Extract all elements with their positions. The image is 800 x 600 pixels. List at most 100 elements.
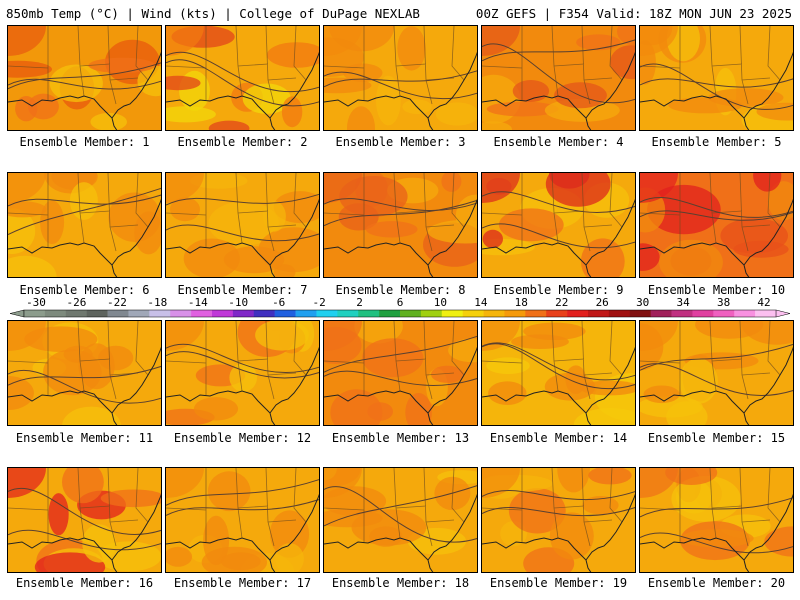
colorbar-tick-label: 34: [676, 296, 690, 309]
warm-area: [668, 97, 743, 114]
colorbar-swatch: [253, 310, 275, 317]
isotherm-contour: [8, 529, 161, 551]
warm-area: [266, 42, 319, 68]
warm-area: [431, 365, 464, 383]
colorbar-swatch: [525, 310, 547, 317]
warm-area: [733, 240, 789, 258]
warm-area: [640, 173, 678, 203]
isotherm-contour: [482, 223, 635, 249]
isotherm-contour: [324, 486, 477, 543]
warm-area: [362, 338, 424, 378]
ensemble-member-label: Ensemble Member: 8: [335, 283, 466, 297]
ensemble-panel: [323, 320, 478, 426]
ensemble-member-label: Ensemble Member: 4: [493, 135, 624, 149]
state-boundaries: [640, 173, 781, 252]
warm-area: [8, 173, 46, 203]
coastline: [8, 493, 161, 572]
coastline: [640, 493, 793, 572]
temperature-field-map: [8, 26, 161, 130]
isotherm-contour: [640, 497, 793, 518]
isotherm-contour: [640, 210, 793, 221]
warm-area: [549, 512, 594, 560]
isotherm-contour: [324, 335, 477, 373]
warm-area: [223, 246, 285, 274]
isotherm-contour: [8, 187, 161, 236]
cool-area: [679, 358, 718, 404]
cool-area: [62, 406, 121, 425]
warm-area: [8, 376, 34, 410]
colorbar-swatch: [149, 310, 171, 317]
isotherm-contour: [166, 498, 319, 516]
cool-area: [166, 106, 216, 123]
isotherm-contour: [640, 532, 793, 554]
warm-area: [100, 489, 161, 508]
colorbar-swatch: [191, 310, 213, 317]
map-title: 850mb Temp (°C) | Wind (kts) | College o…: [6, 6, 420, 21]
coastline: [8, 346, 161, 425]
warm-area: [643, 385, 680, 404]
colorbar-swatch: [358, 310, 380, 317]
warm-area: [544, 372, 596, 401]
warm-area: [8, 468, 46, 498]
warm-area: [640, 321, 678, 351]
colorbar-tick-label: -14: [188, 296, 208, 309]
isotherm-contour: [324, 70, 477, 88]
colorbar-tick-label: 2: [356, 296, 363, 309]
colorbar-swatch: [400, 310, 422, 317]
state-boundaries: [640, 321, 781, 400]
colorbar-swatch: [170, 310, 192, 317]
coastline: [482, 346, 635, 425]
warm-area: [640, 243, 660, 271]
coastline: [640, 346, 793, 425]
warm-area: [557, 468, 590, 493]
temperature-field-map: [640, 468, 793, 572]
warm-area: [166, 26, 204, 56]
cool-area: [82, 524, 116, 563]
temperature-field-map: [8, 468, 161, 572]
warm-area: [166, 173, 204, 203]
ensemble-panel: [639, 172, 794, 278]
warm-area: [166, 546, 193, 567]
coastline: [640, 51, 793, 130]
temperature-field-map: [166, 321, 319, 425]
warm-area: [324, 468, 362, 498]
warm-area: [617, 26, 635, 46]
coastline: [8, 51, 161, 130]
temperature-field-map: [482, 468, 635, 572]
warm-area: [166, 75, 201, 91]
cool-area: [262, 201, 286, 232]
ensemble-member-label: Ensemble Member: 1: [19, 135, 150, 149]
colorbar-swatch: [734, 310, 756, 317]
cool-area: [435, 102, 477, 126]
colorbar-min-arrow: [9, 309, 25, 318]
isotherm-contour: [324, 198, 477, 211]
cool-area: [482, 121, 512, 130]
colorbar-swatch: [274, 310, 296, 317]
coastline: [324, 346, 477, 425]
isotherm-contour: [166, 193, 319, 206]
temperature-field-map: [324, 321, 477, 425]
colorbar-swatch: [692, 310, 714, 317]
colorbar-tick-label: -6: [272, 296, 285, 309]
colorbar-swatch: [337, 310, 359, 317]
colorbar-swatch: [504, 310, 526, 317]
colorbar-outline: [23, 309, 777, 318]
state-boundaries: [640, 468, 781, 547]
ensemble-panel: [323, 467, 478, 573]
state-boundaries: [640, 26, 781, 105]
cool-area: [486, 357, 530, 374]
isotherm-contour: [482, 43, 635, 104]
state-boundaries: [166, 321, 307, 400]
warm-area: [523, 322, 586, 340]
ensemble-panel: [639, 467, 794, 573]
ensemble-member-label: Ensemble Member: 3: [335, 135, 466, 149]
colorbar-swatch: [44, 310, 67, 317]
coastline: [324, 198, 477, 277]
ensemble-member-label: Ensemble Member: 14: [489, 431, 628, 445]
cool-area: [90, 113, 127, 130]
isotherm-contour: [324, 485, 477, 527]
ensemble-panel: [481, 467, 636, 573]
state-boundaries: [482, 321, 623, 400]
colorbar-swatch: [379, 310, 401, 317]
state-boundaries: [166, 173, 307, 252]
